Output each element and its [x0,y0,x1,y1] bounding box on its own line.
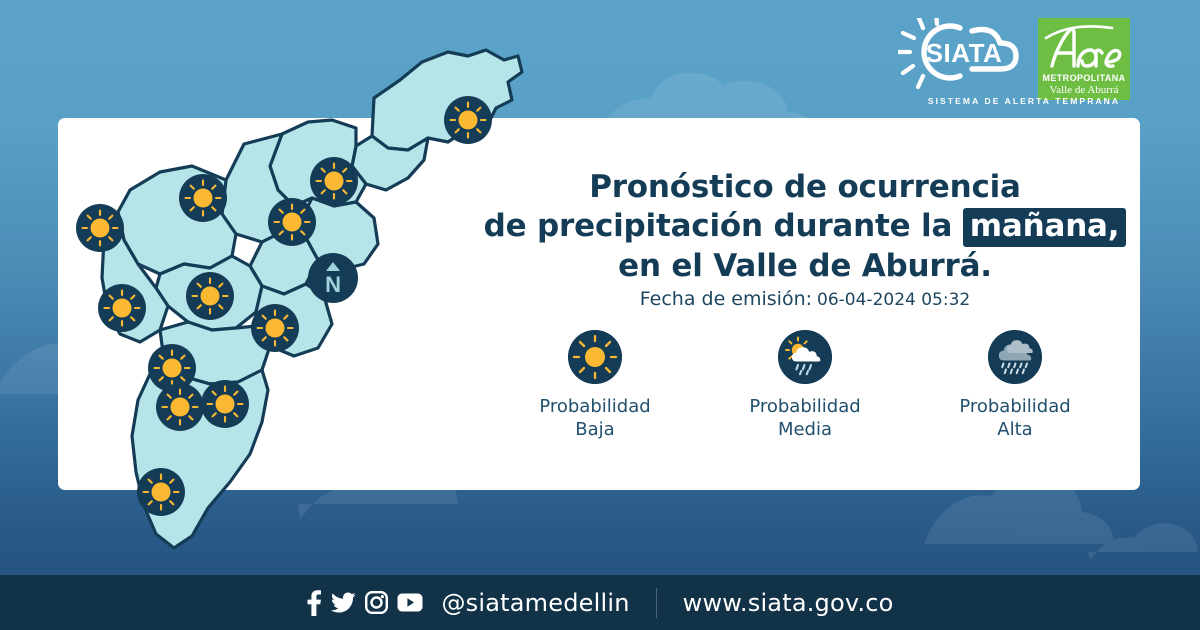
headline-line-1: Pronóstico de ocurrencia [589,169,1021,205]
map-marker[interactable] [177,172,229,224]
legend-label-media: Probabilidad Media [749,395,860,441]
probability-legend: Probabilidad Baja [490,330,1120,441]
map-marker[interactable] [266,196,318,248]
legend-item-alta[interactable]: Probabilidad Alta [925,330,1105,441]
legend-label-line1: Probabilidad [749,396,861,417]
facebook-icon[interactable] [306,589,322,616]
map-marker[interactable] [96,282,148,334]
legend-label-baja: Probabilidad Baja [539,395,650,441]
social-handle[interactable]: @siatamedellin [441,588,630,617]
legend-label-line1: Probabilidad [539,396,651,417]
website-url[interactable]: www.siata.gov.co [682,588,894,617]
sun-icon [568,330,622,384]
map-marker[interactable] [249,302,301,354]
cloud-rain-icon [988,330,1042,384]
emission-date: Fecha de emisión: 06-04-2024 05:32 [470,288,1140,310]
logo-group: SIATA METROPOLITANA Valle de Aburrá [896,11,1130,100]
legend-label-line2: Baja [575,419,615,440]
instagram-icon[interactable] [365,591,389,614]
footer-divider [655,587,657,618]
footer-bar: @siatamedellin www.siata.gov.co [0,575,1200,630]
legend-label-line2: Alta [997,419,1033,440]
page-title: Pronóstico de ocurrencia de precipitació… [470,168,1140,286]
compass-label: N [325,272,341,297]
compass-north-icon: N [308,253,358,303]
emission-date-value: 06-04-2024 05:32 [817,290,971,310]
youtube-icon[interactable] [397,593,423,612]
forecast-panel: Pronóstico de ocurrencia de precipitació… [470,118,1140,490]
legend-label-line1: Probabilidad [959,396,1071,417]
headline-highlight-period: mañana, [962,208,1127,247]
legend-label-line2: Media [777,419,833,440]
legend-label-alta: Probabilidad Alta [959,395,1070,441]
map-marker[interactable] [308,155,360,207]
social-icons [306,589,423,616]
siata-wordmark: SIATA [926,38,1003,68]
legend-item-media[interactable]: Probabilidad Media [715,330,895,441]
area-logo-line1: METROPOLITANA [1042,73,1126,83]
map-marker[interactable] [184,270,236,322]
area-script-icon [1044,25,1122,68]
area-metropolitana-logo: METROPOLITANA Valle de Aburrá [1038,18,1130,100]
map-marker[interactable] [135,466,187,518]
headline-line-3: en el Valle de Aburrá. [618,248,992,284]
sun-cloud-rain-icon [778,330,832,384]
map-marker[interactable] [199,378,251,430]
legend-item-baja[interactable]: Probabilidad Baja [505,330,685,441]
twitter-icon[interactable] [331,592,357,614]
area-logo-line2: Valle de Aburrá [1049,84,1119,96]
map-marker[interactable] [74,202,126,254]
headline-line-2: de precipitación durante la [483,208,953,244]
valle-de-aburra-map: N [56,38,526,578]
siata-logo: SIATA [896,11,1028,96]
emission-date-label: Fecha de emisión: [639,288,813,310]
map-marker[interactable] [154,381,206,433]
siata-tagline: SISTEMA DE ALERTA TEMPRANA [927,96,1121,106]
